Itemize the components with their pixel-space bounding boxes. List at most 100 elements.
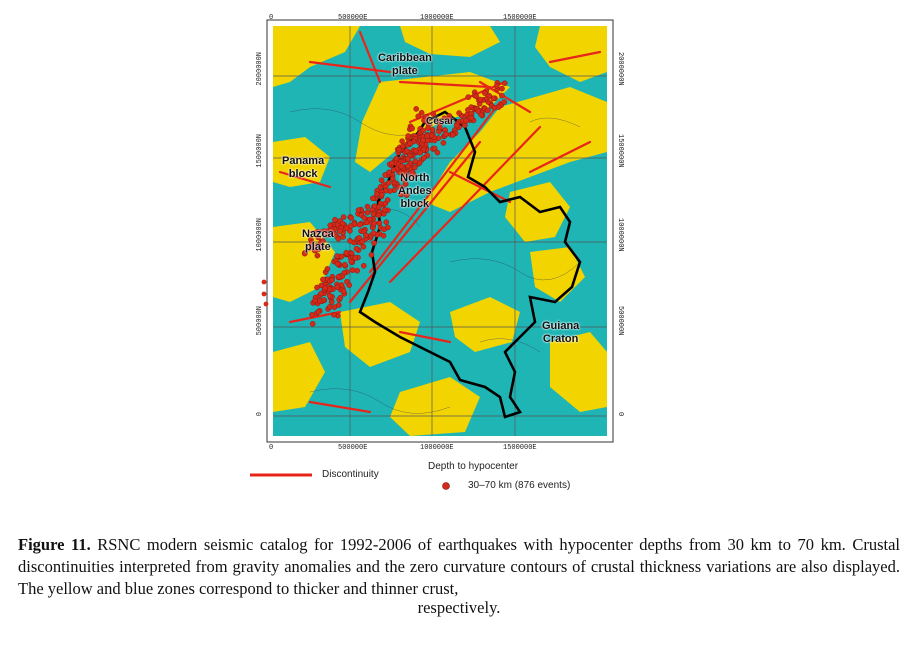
hypocenter-point: [381, 207, 388, 213]
hypocenter-point: [475, 108, 481, 114]
hypocenter-point: [364, 203, 371, 210]
caption-text: RSNC modern seismic catalog for 1992-200…: [18, 535, 900, 598]
corner-tick: 0: [269, 14, 274, 22]
hypocenter-point: [335, 273, 342, 280]
hypocenter-point: [418, 109, 425, 116]
hypocenter-point: [301, 250, 308, 257]
bottom-tick: 1000000E: [420, 444, 454, 452]
left-tick: 1000000N: [256, 218, 264, 252]
hypocenter-point: [396, 184, 402, 190]
hypocenter-point: [343, 225, 350, 231]
hypocenter-point: [332, 216, 338, 223]
hypocenter-point: [443, 131, 449, 137]
corner-tick: 0: [269, 444, 274, 452]
right-tick: 0: [616, 412, 624, 417]
hypocenter-point: [342, 261, 348, 268]
figure: 500000E 1000000E 1500000E 0 500000E 1000…: [250, 12, 630, 502]
hypocenter-point: [449, 132, 456, 138]
hypocenter-point: [340, 214, 347, 220]
left-tick: 0: [256, 412, 264, 417]
hypocenter-point: [405, 156, 411, 162]
hypocenter-point: [384, 197, 391, 203]
hypocenter-point: [376, 220, 383, 226]
hypocenter-point: [320, 276, 326, 283]
top-tick: 1000000E: [420, 14, 454, 22]
hypocenter-point: [389, 160, 395, 166]
hypocenter-point: [331, 311, 337, 318]
hypocenter-point: [329, 277, 335, 283]
hypocenter-point: [405, 163, 411, 169]
hypocenter-point: [343, 249, 350, 256]
hypocenter-point: [314, 228, 321, 235]
hypocenter-point: [481, 90, 488, 96]
hypocenter-point: [359, 238, 366, 245]
hypocenter-point: [337, 228, 343, 234]
right-tick: 2000000N: [616, 52, 624, 86]
hypocenter-point: [447, 118, 454, 125]
hypocenter-point: [327, 222, 334, 229]
hypocenter-point: [393, 155, 400, 162]
region-label-caribbean: Caribbean plate: [378, 52, 432, 77]
hypocenter-point: [312, 297, 318, 304]
hypocenter-point: [421, 117, 427, 124]
hypocenter-point: [409, 169, 416, 176]
hypocenter-point: [403, 148, 410, 154]
hypocenter-point: [371, 240, 377, 246]
hypocenter-point: [370, 195, 376, 202]
bottom-tick: 1500000E: [503, 444, 537, 452]
hypocenter-point: [465, 107, 471, 113]
hypocenter-point: [352, 255, 358, 261]
hypocenter-point: [370, 211, 377, 217]
legend-discontinuity-label: Discontinuity: [322, 469, 379, 480]
top-tick: 500000E: [338, 14, 368, 22]
hypocenter-point: [398, 191, 404, 198]
hypocenter-point: [465, 94, 472, 100]
hypocenter-point: [490, 95, 497, 102]
hypocenter-point: [324, 266, 331, 272]
map-legend: Discontinuity Depth to hypocenter 30–70 …: [250, 460, 630, 502]
hypocenter-cluster: [261, 80, 508, 327]
hypocenter-point: [436, 124, 443, 131]
hypocenter-point: [355, 207, 362, 213]
right-tick: 500000N: [616, 306, 624, 336]
hypocenter-point: [349, 267, 356, 273]
hypocenter-point: [348, 250, 355, 256]
hypocenter-point: [412, 158, 419, 165]
hypocenter-point: [367, 216, 373, 223]
hypocenter-point: [320, 238, 326, 244]
hypocenter-point: [412, 148, 419, 154]
legend-depth-range: 30–70 km (876 events): [468, 480, 571, 491]
hypocenter-point: [370, 220, 377, 227]
hypocenter-point: [386, 169, 392, 176]
hypocenter-point: [407, 140, 413, 147]
figure-caption: Figure 11. RSNC modern seismic catalog f…: [18, 534, 900, 600]
hypocenter-point: [399, 138, 405, 144]
hypocenter-point: [383, 219, 390, 225]
hypocenter-point: [403, 171, 410, 178]
hypocenter-point: [501, 80, 508, 86]
hypocenter-point: [420, 127, 426, 134]
bottom-tick: 500000E: [338, 444, 368, 452]
hypocenter-point: [363, 232, 369, 239]
hypocenter-point: [425, 125, 431, 131]
hypocenter-point: [376, 204, 382, 210]
hypocenter-point: [318, 290, 324, 297]
hypocenter-point: [382, 172, 388, 178]
caption-label: Figure 11.: [18, 535, 91, 554]
hypocenter-point: [484, 107, 491, 114]
hypocenter-point: [486, 92, 493, 99]
hypocenter-point: [415, 113, 421, 120]
hypocenter-point: [468, 115, 475, 121]
hypocenter-point: [356, 221, 363, 228]
hypocenter-point: [456, 110, 462, 116]
hypocenter-swatch: [442, 482, 450, 490]
region-label-north-andes: North Andes block: [398, 172, 432, 210]
hypocenter-point: [327, 292, 333, 299]
hypocenter-point: [495, 104, 502, 110]
hypocenter-point: [501, 99, 507, 105]
hypocenter-point: [354, 267, 360, 274]
hypocenter-point: [344, 278, 350, 285]
hypocenter-point: [398, 163, 405, 170]
hypocenter-point: [315, 308, 322, 315]
region-label-panama: Panama block: [282, 155, 325, 180]
